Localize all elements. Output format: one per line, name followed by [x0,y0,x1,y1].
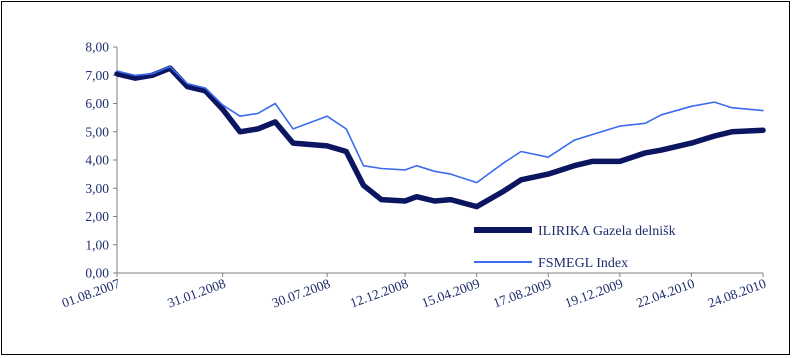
y-tick-label: 3,00 [85,181,109,196]
y-tick-label: 2,00 [85,209,109,224]
y-tick-label: 6,00 [85,96,109,111]
x-tick-label: 15.04.2009 [419,276,481,311]
y-tick-label: 1,00 [85,237,109,252]
x-tick-label: 24.08.2010 [706,276,768,311]
x-axis-ticks: 01.08.2007 31.01.2008 30.07.2008 12.12.2008… [60,273,768,311]
legend: ILIRIKA Gazela delnišk FSMEGL Index [474,224,676,271]
series-line-ilirika [114,65,766,210]
x-tick-label: 17.08.2009 [491,276,553,311]
x-tick-label: 19.12.2009 [563,276,625,311]
y-tick-label: 5,00 [85,124,109,139]
x-tick-label: 01.08.2007 [60,276,122,311]
x-tick-label: 30.07.2008 [270,276,332,311]
y-tick-label: 4,00 [85,153,109,168]
y-tick-label: 0,00 [85,266,109,281]
y-tick-label: 8,00 [85,40,109,55]
legend-label-ilirika: ILIRIKA Gazela delnišk [538,224,676,239]
x-tick-label: 31.01.2008 [165,276,227,311]
y-axis-ticks: 0,00 1,00 2,00 3,00 4,00 5,00 6,00 7,00 8,00 [85,40,117,281]
x-tick-label: 22.04.2010 [634,276,696,311]
series-line-fsmegl [116,66,764,184]
legend-label-fsmegl: FSMEGL Index [538,256,628,271]
x-tick-label: 12.12.2008 [348,276,410,311]
y-tick-label: 7,00 [85,68,109,83]
series-lines [114,65,766,210]
